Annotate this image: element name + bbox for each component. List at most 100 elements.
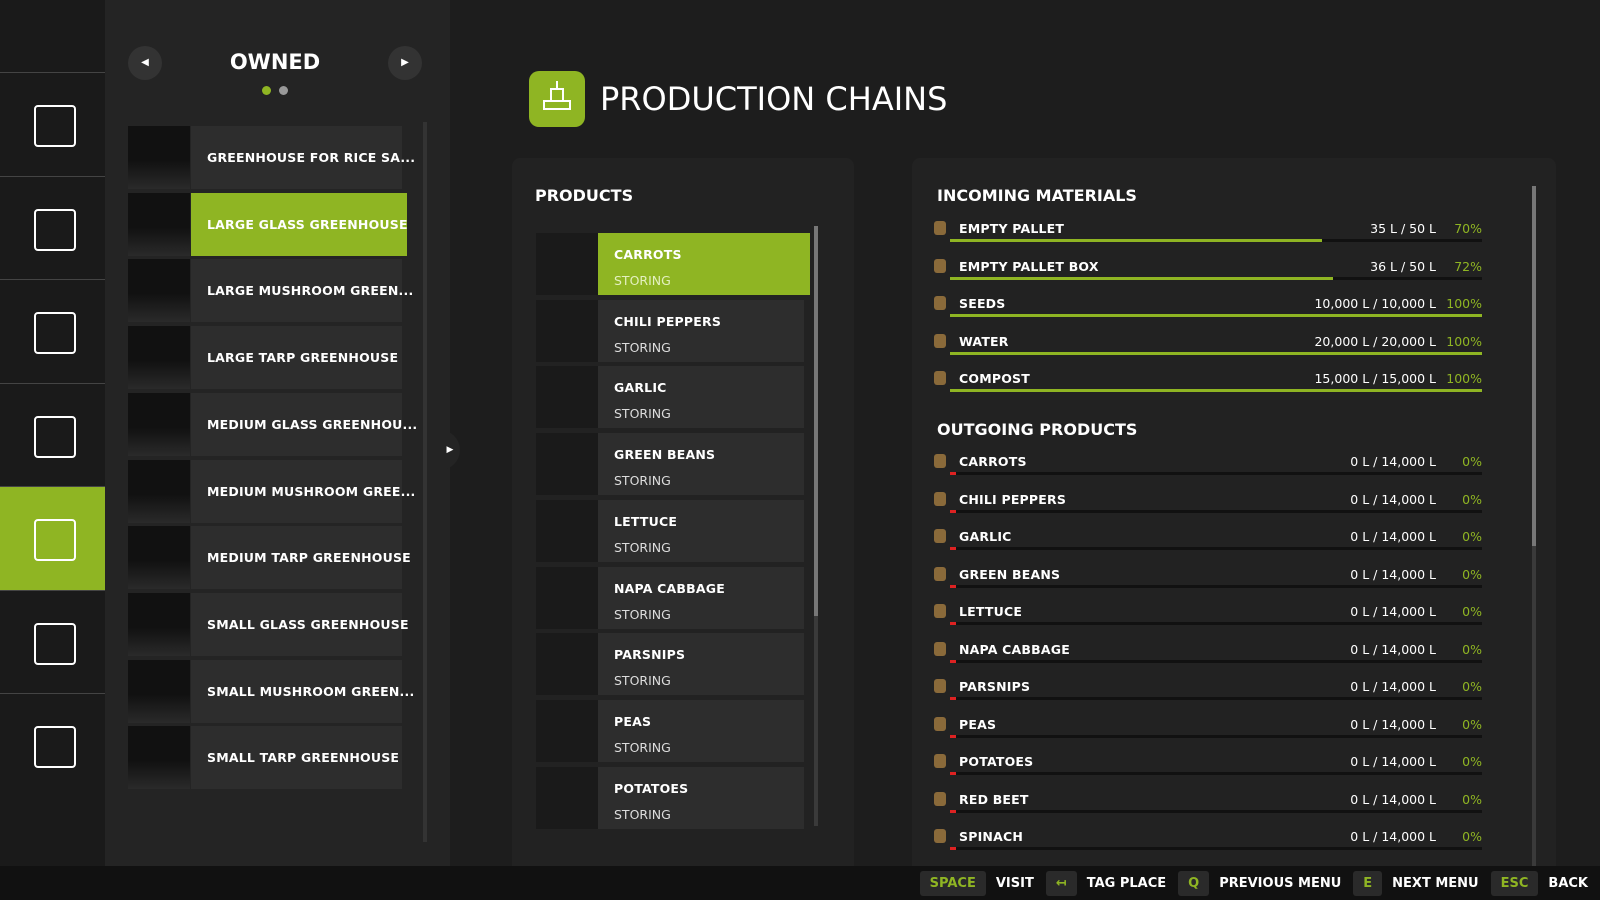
product-item[interactable]: NAPA CABBAGE STORING: [598, 566, 804, 629]
material-name: EMPTY PALLET: [959, 221, 1065, 236]
nav-icon: [34, 208, 76, 251]
hotkey-action: BACK: [1548, 875, 1588, 891]
material-amount: 20,000 L / 20,000 L: [1314, 333, 1436, 349]
nav-item[interactable]: [0, 486, 105, 590]
material-amount: 0 L / 14,000 L: [1350, 566, 1436, 582]
owned-item[interactable]: MEDIUM GLASS GREENHOU...: [191, 392, 417, 456]
owned-label: LARGE GLASS GREENHOUSE: [207, 216, 408, 232]
owned-thumb: [128, 259, 190, 323]
material-icon: [934, 566, 946, 581]
product-item[interactable]: PEAS STORING: [598, 699, 804, 762]
scroll-thumb: [1532, 186, 1536, 546]
material-name: SEEDS: [959, 296, 1006, 311]
product-name: PEAS: [614, 713, 652, 729]
product-item[interactable]: CARROTS STORING: [598, 233, 810, 295]
material-percent: 0%: [1462, 829, 1482, 844]
hotkey-key: Q: [1178, 870, 1210, 896]
owned-thumb: [128, 326, 190, 390]
owned-label: LARGE TARP GREENHOUSE: [207, 350, 399, 366]
material-name: NAPA CABBAGE: [959, 641, 1070, 657]
product-status: STORING: [614, 539, 671, 555]
material-percent: 100%: [1446, 371, 1482, 386]
material-percent: 70%: [1454, 221, 1482, 236]
owned-label: MEDIUM TARP GREENHOUSE: [207, 550, 411, 566]
material-icon: [934, 829, 946, 843]
material-name: EMPTY PALLET BOX: [959, 258, 1099, 274]
nav-icon: [34, 415, 76, 458]
product-item[interactable]: PARSNIPS STORING: [598, 633, 804, 696]
hotkey-action: NEXT MENU: [1392, 875, 1479, 891]
hotkey[interactable]: SPACE VISIT: [919, 870, 1034, 896]
material-percent: 100%: [1446, 333, 1482, 349]
hotkey[interactable]: ↤ TAG PLACE: [1045, 870, 1167, 896]
material-amount: 0 L / 14,000 L: [1350, 791, 1436, 807]
fill-bar: [950, 547, 956, 550]
material-amount: 0 L / 14,000 L: [1350, 641, 1436, 657]
nav-item[interactable]: [0, 72, 105, 176]
product-status: STORING: [614, 606, 671, 622]
nav-item[interactable]: [0, 382, 105, 487]
fill-track: [950, 584, 1482, 588]
material-name: RED BEET: [959, 791, 1029, 807]
product-item[interactable]: POTATOES STORING: [598, 766, 804, 829]
product-item[interactable]: GREEN BEANS STORING: [598, 433, 804, 496]
fill-bar: [950, 472, 956, 475]
owned-thumb: [128, 392, 190, 456]
material-icon: [934, 604, 946, 618]
hotkey-action: TAG PLACE: [1086, 875, 1167, 891]
section-title: OUTGOING PRODUCTS: [937, 420, 1138, 439]
hotkey[interactable]: Q PREVIOUS MENU: [1178, 870, 1341, 896]
owned-item[interactable]: LARGE TARP GREENHOUSE: [191, 326, 402, 390]
nav-item[interactable]: [0, 279, 105, 383]
product-name: POTATOES: [614, 780, 689, 796]
fill-bar: [950, 509, 956, 513]
product-item[interactable]: CHILI PEPPERS STORING: [598, 299, 804, 362]
owned-item[interactable]: MEDIUM TARP GREENHOUSE: [191, 526, 411, 590]
material-amount: 0 L / 14,000 L: [1350, 754, 1436, 769]
owned-thumb: [128, 726, 190, 790]
owned-item[interactable]: MEDIUM MUSHROOM GREE...: [191, 459, 415, 523]
owned-item[interactable]: SMALL GLASS GREENHOUSE: [191, 592, 409, 656]
material-icon: [934, 371, 946, 385]
product-thumb: [536, 299, 598, 362]
fill-track: [950, 772, 1482, 775]
owned-item[interactable]: LARGE GLASS GREENHOUSE: [191, 192, 408, 256]
owned-item[interactable]: SMALL TARP GREENHOUSE: [191, 726, 402, 790]
collapse-arrow[interactable]: ▶: [440, 430, 460, 470]
nav-icon: [34, 622, 76, 665]
hotkey[interactable]: ESC BACK: [1490, 870, 1588, 896]
owned-item[interactable]: LARGE MUSHROOM GREEN...: [191, 259, 413, 323]
owned-item[interactable]: GREENHOUSE FOR RICE SA...: [191, 126, 415, 189]
products-title: PRODUCTS: [535, 186, 634, 205]
material-icon: [934, 491, 946, 506]
page-dot: [262, 86, 271, 95]
material-percent: 0%: [1462, 791, 1482, 807]
fill-track: [950, 276, 1482, 280]
owned-label: SMALL MUSHROOM GREEN...: [207, 683, 415, 699]
nav-item[interactable]: [0, 175, 105, 280]
nav-icon: [34, 519, 76, 561]
nav-item[interactable]: [0, 589, 105, 694]
material-amount: 0 L / 14,000 L: [1350, 829, 1436, 844]
owned-item[interactable]: SMALL MUSHROOM GREEN...: [191, 659, 414, 723]
material-icon: [934, 679, 946, 693]
hotkey[interactable]: E NEXT MENU: [1353, 870, 1479, 896]
material-amount: 35 L / 50 L: [1370, 221, 1436, 236]
page-title: PRODUCTION CHAINS: [600, 80, 948, 118]
footer: SPACE VISIT ↤ TAG PLACE Q PREVIOUS MENU E NEXT …: [0, 866, 1600, 900]
product-item[interactable]: LETTUCE STORING: [598, 499, 804, 562]
fill-bar: [950, 351, 1482, 355]
material-amount: 0 L / 14,000 L: [1350, 491, 1436, 507]
next-arrow[interactable]: ▶: [388, 46, 422, 80]
owned-title: OWNED: [229, 50, 321, 74]
prev-arrow[interactable]: ◀: [128, 46, 162, 80]
product-item[interactable]: GARLIC STORING: [598, 366, 804, 429]
product-name: GARLIC: [614, 380, 667, 396]
material-icon: [934, 716, 946, 731]
material-amount: 0 L / 14,000 L: [1350, 716, 1436, 732]
material-amount: 0 L / 14,000 L: [1350, 529, 1436, 544]
nav-item[interactable]: [0, 693, 105, 797]
material-amount: 15,000 L / 15,000 L: [1314, 371, 1436, 386]
hotkey-action: VISIT: [995, 875, 1034, 891]
